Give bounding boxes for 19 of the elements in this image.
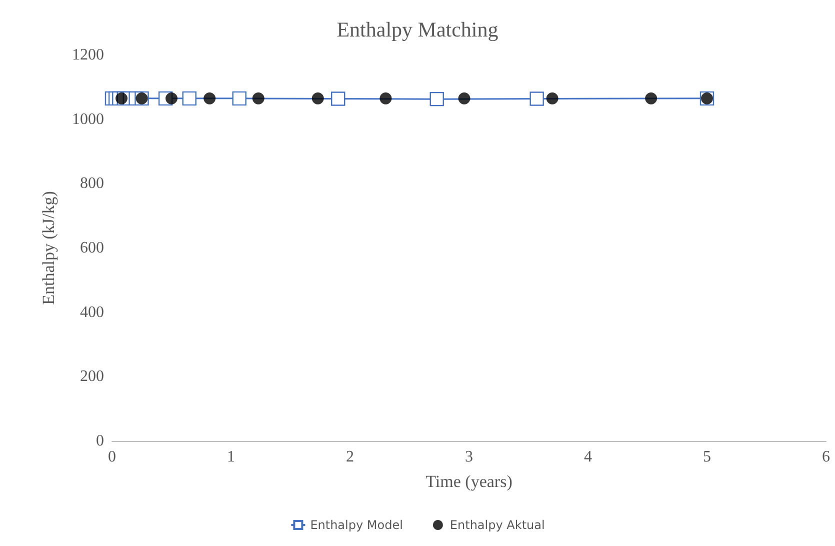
y-tick-label: 800 [80, 175, 104, 192]
y-tick-label: 1200 [72, 46, 104, 64]
legend-label: Enthalpy Model [310, 518, 403, 532]
x-tick-label: 1 [227, 448, 235, 466]
chart-title: Enthalpy Matching [336, 18, 499, 42]
x-tick-label: 3 [465, 448, 473, 466]
x-tick-label: 6 [822, 448, 830, 466]
x-tick-label: 2 [346, 448, 354, 466]
x-tick-label: 4 [584, 448, 592, 466]
y-tick-label: 600 [80, 240, 104, 256]
y-tick-label: 0 [96, 432, 104, 450]
legend-label: Enthalpy Aktual [450, 518, 545, 532]
y-tick-label: 1000 [72, 110, 104, 128]
y-tick-label: 400 [80, 304, 104, 321]
y-axis-title: Enthalpy (kJ/kg) [39, 191, 58, 305]
x-tick-label: 5 [703, 448, 711, 466]
x-axis-title: Time (years) [426, 472, 512, 491]
x-tick-label: 0 [108, 448, 116, 466]
y-tick-label: 200 [80, 368, 104, 386]
